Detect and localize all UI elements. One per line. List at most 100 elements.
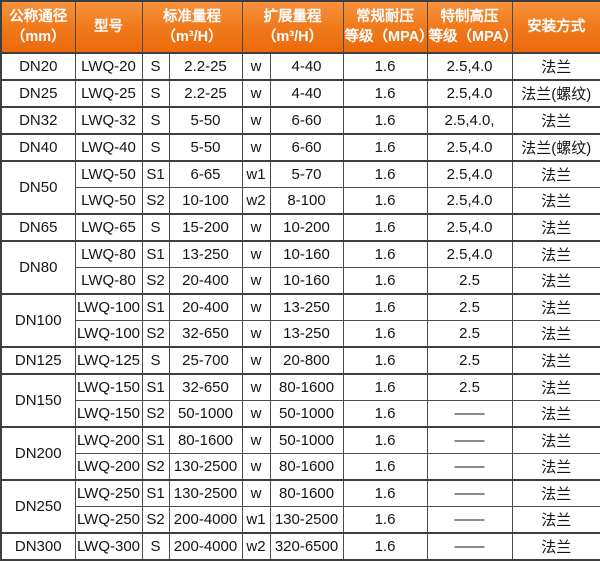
cell-high-pressure: 2.5,4.0	[426, 213, 513, 242]
cell-normal-pressure: 1.6	[342, 293, 428, 321]
header-sublabel: 等级（MPA）	[428, 29, 513, 45]
cell-high-pressure: 2.5	[426, 373, 513, 401]
column-header-diameter: 公称通径 （mm）	[0, 0, 76, 54]
cell-normal-pressure: 1.6	[342, 479, 428, 507]
cell-model: LWQ-32	[74, 106, 143, 135]
cell-normal-pressure: 1.6	[342, 400, 428, 428]
cell-extended-range: 8-100	[269, 187, 344, 215]
cell-model: LWQ-80	[74, 267, 143, 295]
cell-model: LWQ-250	[74, 506, 143, 534]
cell-standard-range: 2.2-25	[168, 79, 243, 108]
cell-extended-code: w	[241, 213, 271, 242]
cell-installation: 法兰	[511, 453, 600, 481]
cell-extended-range: 10-200	[269, 213, 344, 242]
header-label: 安装方式	[527, 18, 586, 35]
cell-standard-range: 15-200	[168, 213, 243, 242]
cell-standard-range: 80-1600	[168, 426, 243, 454]
cell-extended-range: 50-1000	[269, 426, 344, 454]
column-header-installation: 安装方式	[511, 0, 600, 54]
header-label: 扩展量程	[263, 8, 322, 25]
cell-installation: 法兰	[511, 52, 600, 81]
cell-high-pressure: 2.5	[426, 346, 513, 375]
cell-normal-pressure: 1.6	[342, 267, 428, 295]
cell-extended-code: w	[241, 267, 271, 295]
cell-model: LWQ-25	[74, 79, 143, 108]
cell-normal-pressure: 1.6	[342, 160, 428, 188]
cell-installation: 法兰	[511, 479, 600, 507]
cell-installation: 法兰	[511, 506, 600, 534]
column-header-standard-range: 标准量程 （m³/H）	[141, 0, 243, 54]
cell-model: LWQ-80	[74, 240, 143, 268]
header-sublabel: 等级（MPA）	[344, 29, 428, 45]
table-row: LWQ-80 S2 20-400 w 10-160 1.6 2.5 法兰	[1, 267, 600, 295]
cell-standard-code: S2	[141, 187, 170, 215]
cell-normal-pressure: 1.6	[342, 213, 428, 242]
cell-normal-pressure: 1.6	[342, 373, 428, 401]
header-label: 公称通径	[9, 8, 68, 25]
table-row: DN250 LWQ-250 S1 130-2500 w 80-1600 1.6 —— 法兰	[0, 479, 600, 534]
cell-standard-code: S	[141, 106, 170, 135]
header-label: 型号	[94, 18, 123, 35]
cell-standard-range: 6-65	[168, 160, 243, 188]
table-row: DN25 LWQ-25 S 2.2-25 w 4-40 1.6 2.5,4.0 法兰(螺纹)	[0, 79, 600, 108]
cell-diameter: DN40	[0, 133, 76, 162]
cell-diameter: DN200	[0, 426, 76, 481]
cell-installation: 法兰	[511, 400, 600, 428]
table-row: LWQ-50 S2 10-100 w2 8-100 1.6 2.5,4.0 法兰	[1, 187, 600, 215]
cell-standard-code: S1	[141, 479, 170, 507]
cell-extended-range: 80-1600	[269, 373, 344, 401]
cell-extended-code: w	[241, 293, 271, 321]
cell-high-pressure: 2.5,4.0	[426, 79, 513, 108]
cell-high-pressure: 2.5	[426, 320, 513, 348]
cell-extended-code: w	[241, 79, 271, 108]
cell-diameter: DN80	[0, 240, 76, 295]
cell-extended-code: w	[241, 240, 271, 268]
cell-extended-range: 13-250	[269, 320, 344, 348]
cell-extended-range: 10-160	[269, 267, 344, 295]
table-row: DN150 LWQ-150 S1 32-650 w 80-1600 1.6 2.5 法兰	[0, 373, 600, 428]
cell-standard-range: 25-700	[168, 346, 243, 375]
cell-standard-range: 200-4000	[168, 532, 243, 561]
cell-extended-code: w	[241, 400, 271, 428]
cell-model: LWQ-150	[74, 400, 143, 428]
cell-standard-code: S	[141, 52, 170, 81]
cell-extended-code: w	[241, 133, 271, 162]
cell-standard-range: 50-1000	[168, 400, 243, 428]
cell-extended-range: 6-60	[269, 106, 344, 135]
cell-standard-range: 5-50	[168, 106, 243, 135]
cell-high-pressure: 2.5	[426, 267, 513, 295]
cell-diameter: DN100	[0, 293, 76, 348]
cell-extended-code: w	[241, 52, 271, 81]
cell-model: LWQ-200	[74, 453, 143, 481]
table-row: DN40 LWQ-40 S 5-50 w 6-60 1.6 2.5,4.0 法兰(螺纹)	[0, 133, 600, 162]
table-row: DN50 LWQ-50 S1 6-65 w1 5-70 1.6 2.5,4.0 法兰	[0, 160, 600, 215]
cell-extended-range: 80-1600	[269, 453, 344, 481]
table-row: DN125 LWQ-125 S 25-700 w 20-800 1.6 2.5 法兰	[0, 346, 600, 375]
cell-installation: 法兰	[511, 267, 600, 295]
header-label: 标准量程	[163, 8, 221, 25]
cell-normal-pressure: 1.6	[342, 187, 428, 215]
cell-standard-code: S	[141, 133, 170, 162]
cell-model: LWQ-50	[74, 187, 143, 215]
cell-standard-code: S	[141, 532, 170, 561]
cell-installation: 法兰(螺纹)	[511, 79, 600, 108]
cell-high-pressure: 2.5	[426, 293, 513, 321]
cell-installation: 法兰	[511, 187, 600, 215]
cell-installation: 法兰	[511, 293, 600, 321]
cell-model: LWQ-200	[74, 426, 143, 454]
cell-normal-pressure: 1.6	[342, 320, 428, 348]
cell-high-pressure: ——	[426, 426, 513, 454]
cell-model: LWQ-300	[74, 532, 143, 561]
table-row: DN100 LWQ-100 S1 20-400 w 13-250 1.6 2.5 法兰	[0, 293, 600, 348]
table-row: DN65 LWQ-65 S 15-200 w 10-200 1.6 2.5,4.0 法兰	[0, 213, 600, 242]
cell-extended-range: 13-250	[269, 293, 344, 321]
cell-standard-code: S1	[141, 426, 170, 454]
cell-high-pressure: 2.5,4.0	[426, 133, 513, 162]
cell-extended-range: 10-160	[269, 240, 344, 268]
cell-standard-range: 10-100	[168, 187, 243, 215]
cell-diameter: DN125	[0, 346, 76, 375]
cell-normal-pressure: 1.6	[342, 240, 428, 268]
cell-extended-range: 80-1600	[269, 479, 344, 507]
cell-standard-code: S2	[141, 453, 170, 481]
cell-normal-pressure: 1.6	[342, 106, 428, 135]
